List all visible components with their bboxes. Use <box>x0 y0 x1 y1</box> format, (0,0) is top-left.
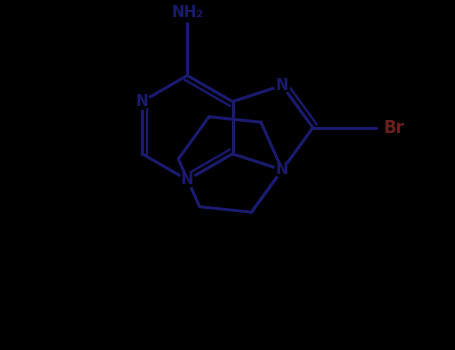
Text: N: N <box>136 94 148 109</box>
Text: Br: Br <box>384 119 404 137</box>
Circle shape <box>275 78 290 93</box>
Text: N: N <box>181 173 194 187</box>
Text: NH₂: NH₂ <box>171 5 203 20</box>
Circle shape <box>180 173 195 187</box>
Circle shape <box>135 94 150 109</box>
Text: N: N <box>276 78 288 93</box>
Text: N: N <box>276 162 288 177</box>
Circle shape <box>275 162 290 177</box>
